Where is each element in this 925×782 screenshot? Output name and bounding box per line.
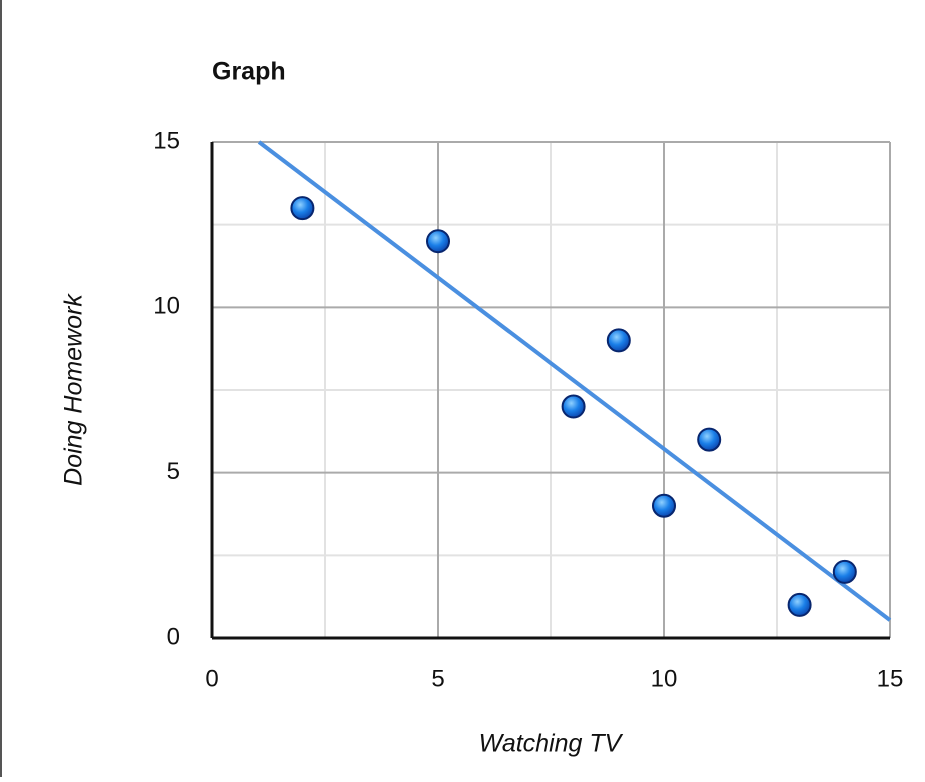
trend-line: [257, 140, 892, 622]
y-axis-label: Doing Homework: [60, 293, 88, 486]
y-tick-label: 5: [167, 458, 180, 485]
point: [832, 559, 857, 584]
x-tick-label: 10: [651, 665, 678, 692]
x-tick-label: 0: [205, 665, 218, 692]
chart-title: Graph: [212, 58, 286, 86]
point: [697, 427, 722, 452]
x-tick-label: 5: [431, 665, 444, 692]
y-tick-label: 10: [153, 293, 180, 320]
point: [787, 592, 812, 617]
y-tick-label: 15: [153, 127, 180, 154]
point: [561, 394, 586, 419]
x-axis-label: Watching TV: [479, 730, 624, 758]
y-tick-label: 0: [167, 623, 180, 650]
point: [652, 493, 676, 518]
point: [290, 196, 315, 221]
point: [606, 328, 631, 353]
point: [426, 229, 450, 254]
x-tick-label: 15: [877, 665, 904, 692]
